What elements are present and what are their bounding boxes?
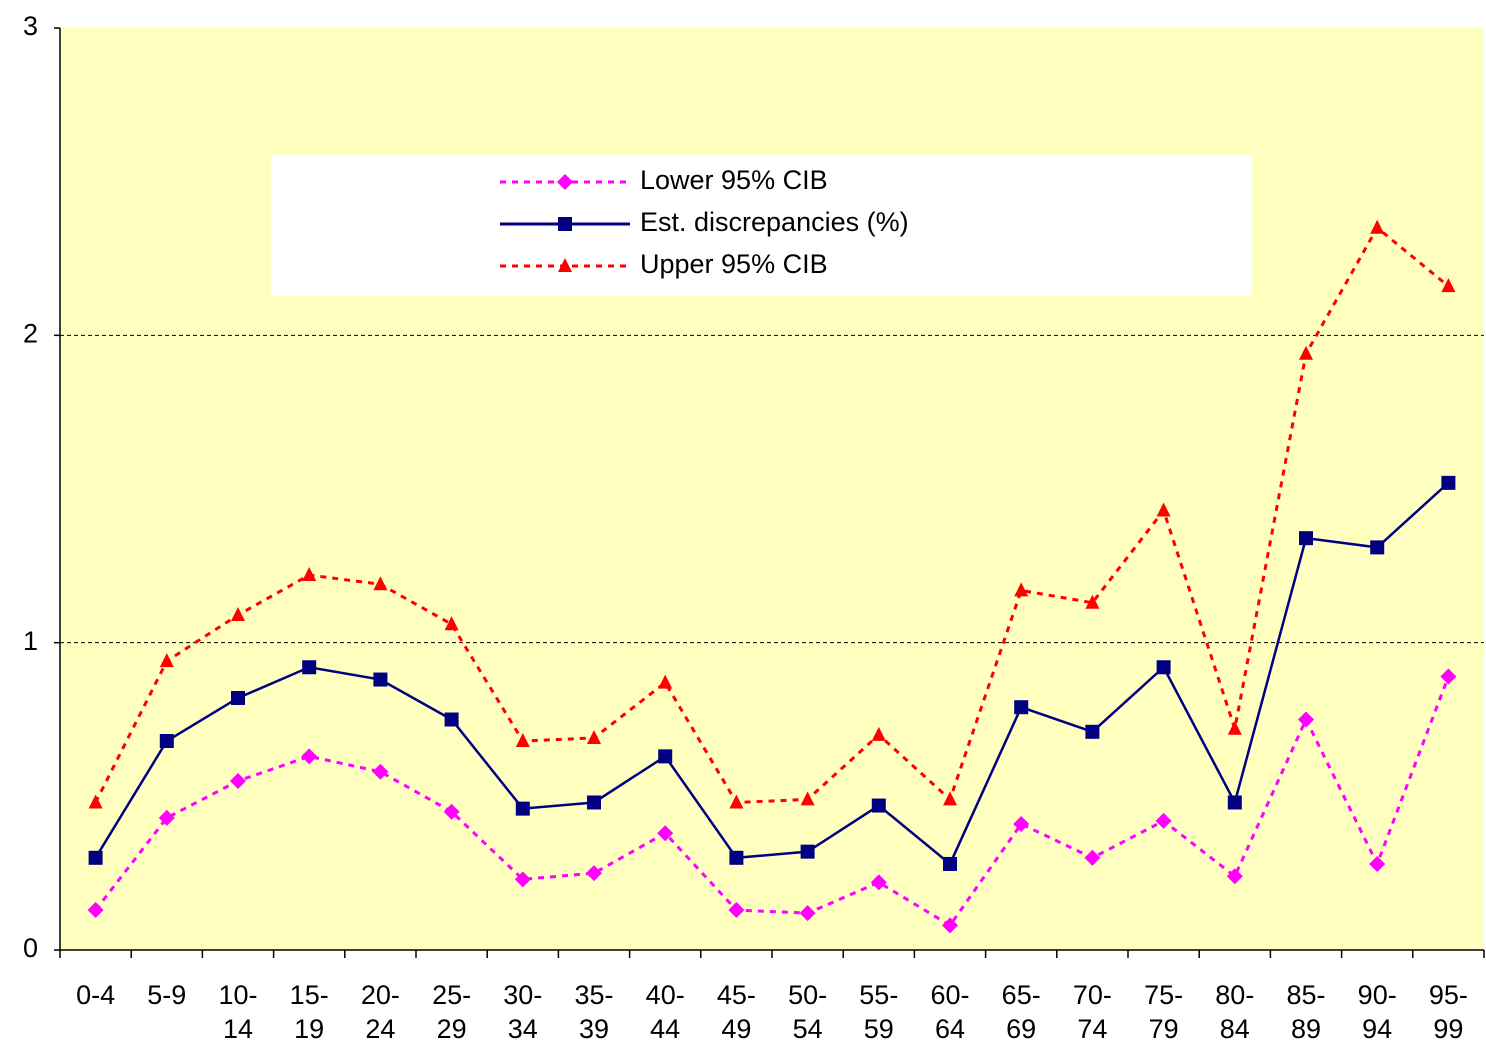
data-point — [1156, 660, 1171, 675]
series-line — [94, 675, 1450, 928]
data-point — [231, 690, 245, 705]
data-point — [799, 905, 816, 922]
data-point — [943, 791, 957, 806]
data-point — [514, 871, 531, 888]
data-point — [587, 795, 601, 810]
y-tick-label: 1 — [23, 626, 38, 656]
data-point — [515, 801, 530, 816]
data-point — [657, 825, 674, 842]
data-point — [302, 567, 317, 582]
x-tick-label: 45-49 — [716, 980, 756, 1044]
x-tick-label: 50-54 — [788, 980, 828, 1044]
data-point — [373, 672, 388, 687]
data-point — [1014, 582, 1029, 597]
data-point — [302, 660, 317, 675]
data-point — [586, 865, 602, 882]
x-tick-label: 35-39 — [574, 980, 614, 1044]
data-point — [943, 856, 957, 871]
data-point — [871, 726, 886, 741]
data-point — [1441, 475, 1456, 490]
x-tick-label: 80-84 — [1215, 980, 1255, 1044]
x-tick-label: 20-24 — [360, 980, 400, 1044]
x-tick-label: 5-9 — [147, 980, 187, 1010]
data-point — [444, 616, 459, 631]
data-point — [1014, 700, 1029, 715]
y-tick-label: 3 — [23, 11, 38, 41]
data-point — [1227, 795, 1242, 810]
data-point — [1440, 668, 1457, 685]
x-tick-label: 0-4 — [76, 980, 116, 1010]
data-point — [444, 712, 459, 727]
data-point — [230, 772, 246, 789]
x-tick-label: 60-64 — [930, 980, 970, 1044]
legend-marker — [557, 174, 573, 190]
data-point — [373, 576, 388, 591]
x-tick-label: 30-34 — [503, 980, 543, 1044]
data-point — [1084, 849, 1101, 866]
legend-label: Lower 95% CIB — [640, 165, 828, 195]
data-point — [587, 729, 601, 744]
data-point — [800, 791, 815, 806]
data-point — [1299, 345, 1313, 360]
x-tick-label: 85-89 — [1286, 980, 1326, 1044]
data-point — [1369, 855, 1386, 872]
data-point — [301, 748, 318, 765]
data-point — [1370, 540, 1385, 555]
legend-box — [271, 155, 1252, 296]
data-point — [800, 844, 815, 859]
data-point — [515, 733, 530, 748]
data-point — [1441, 278, 1456, 293]
data-point — [729, 794, 744, 809]
legend-label: Upper 95% CIB — [640, 249, 828, 279]
x-tick-label: 40-44 — [645, 980, 685, 1044]
data-point — [1013, 815, 1030, 832]
data-point — [88, 794, 103, 809]
data-point — [1156, 502, 1171, 517]
x-tick-label: 15-19 — [289, 980, 329, 1044]
data-point — [158, 809, 175, 826]
data-point — [443, 803, 460, 820]
data-point — [1155, 812, 1172, 829]
data-point — [942, 917, 958, 934]
data-point — [87, 902, 104, 919]
data-point — [159, 653, 174, 668]
legend-label: Est. discrepancies (%) — [640, 207, 909, 237]
data-point — [231, 607, 245, 622]
data-point — [658, 749, 673, 764]
data-point — [1299, 531, 1313, 546]
y-tick-label: 2 — [23, 318, 38, 348]
data-point — [1226, 868, 1243, 885]
x-tick-label: 25-29 — [432, 980, 472, 1044]
data-point — [870, 874, 887, 891]
series-line — [94, 481, 1450, 866]
data-point — [1370, 219, 1385, 234]
data-point — [658, 674, 673, 689]
series-line — [94, 225, 1450, 805]
x-tick-label: 65-69 — [1001, 980, 1041, 1044]
data-point — [1085, 594, 1100, 609]
data-point — [728, 902, 745, 919]
y-tick-label: 0 — [23, 933, 38, 963]
data-point — [372, 763, 389, 780]
x-tick-label: 70-74 — [1072, 980, 1112, 1044]
x-tick-label: 75-79 — [1144, 980, 1184, 1044]
data-point — [1085, 724, 1100, 739]
data-point — [1227, 720, 1242, 735]
data-point — [88, 850, 103, 865]
data-point — [1298, 711, 1314, 728]
x-tick-label: 10-14 — [218, 980, 258, 1044]
x-tick-label: 55-59 — [859, 980, 899, 1044]
legend-marker — [558, 258, 572, 272]
data-point — [729, 850, 744, 865]
x-tick-label: 90-94 — [1357, 980, 1397, 1044]
data-point — [871, 798, 886, 813]
x-tick-label: 95-99 — [1428, 980, 1468, 1044]
data-point — [159, 734, 174, 749]
legend-marker — [558, 217, 572, 231]
